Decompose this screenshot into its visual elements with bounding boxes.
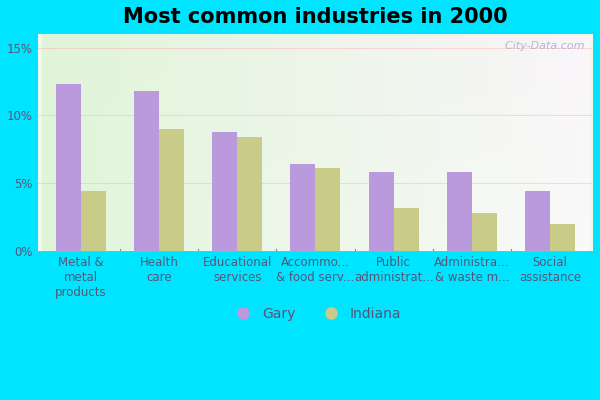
Bar (290, 164, 316, 251)
Text: City-Data.com: City-Data.com (498, 40, 585, 50)
Bar (134, 91, 159, 251)
Title: Most common industries in 2000: Most common industries in 2000 (123, 7, 508, 27)
Bar (394, 208, 419, 251)
Bar (525, 191, 550, 251)
Bar (159, 129, 184, 251)
Bar (81, 191, 106, 251)
Bar (447, 172, 472, 251)
Bar (56, 84, 81, 251)
Bar (316, 168, 340, 251)
Bar (237, 137, 262, 251)
Bar (212, 132, 237, 251)
Bar (472, 213, 497, 251)
Bar (550, 224, 575, 251)
Legend: Gary, Indiana: Gary, Indiana (224, 301, 407, 326)
Bar (368, 172, 394, 251)
